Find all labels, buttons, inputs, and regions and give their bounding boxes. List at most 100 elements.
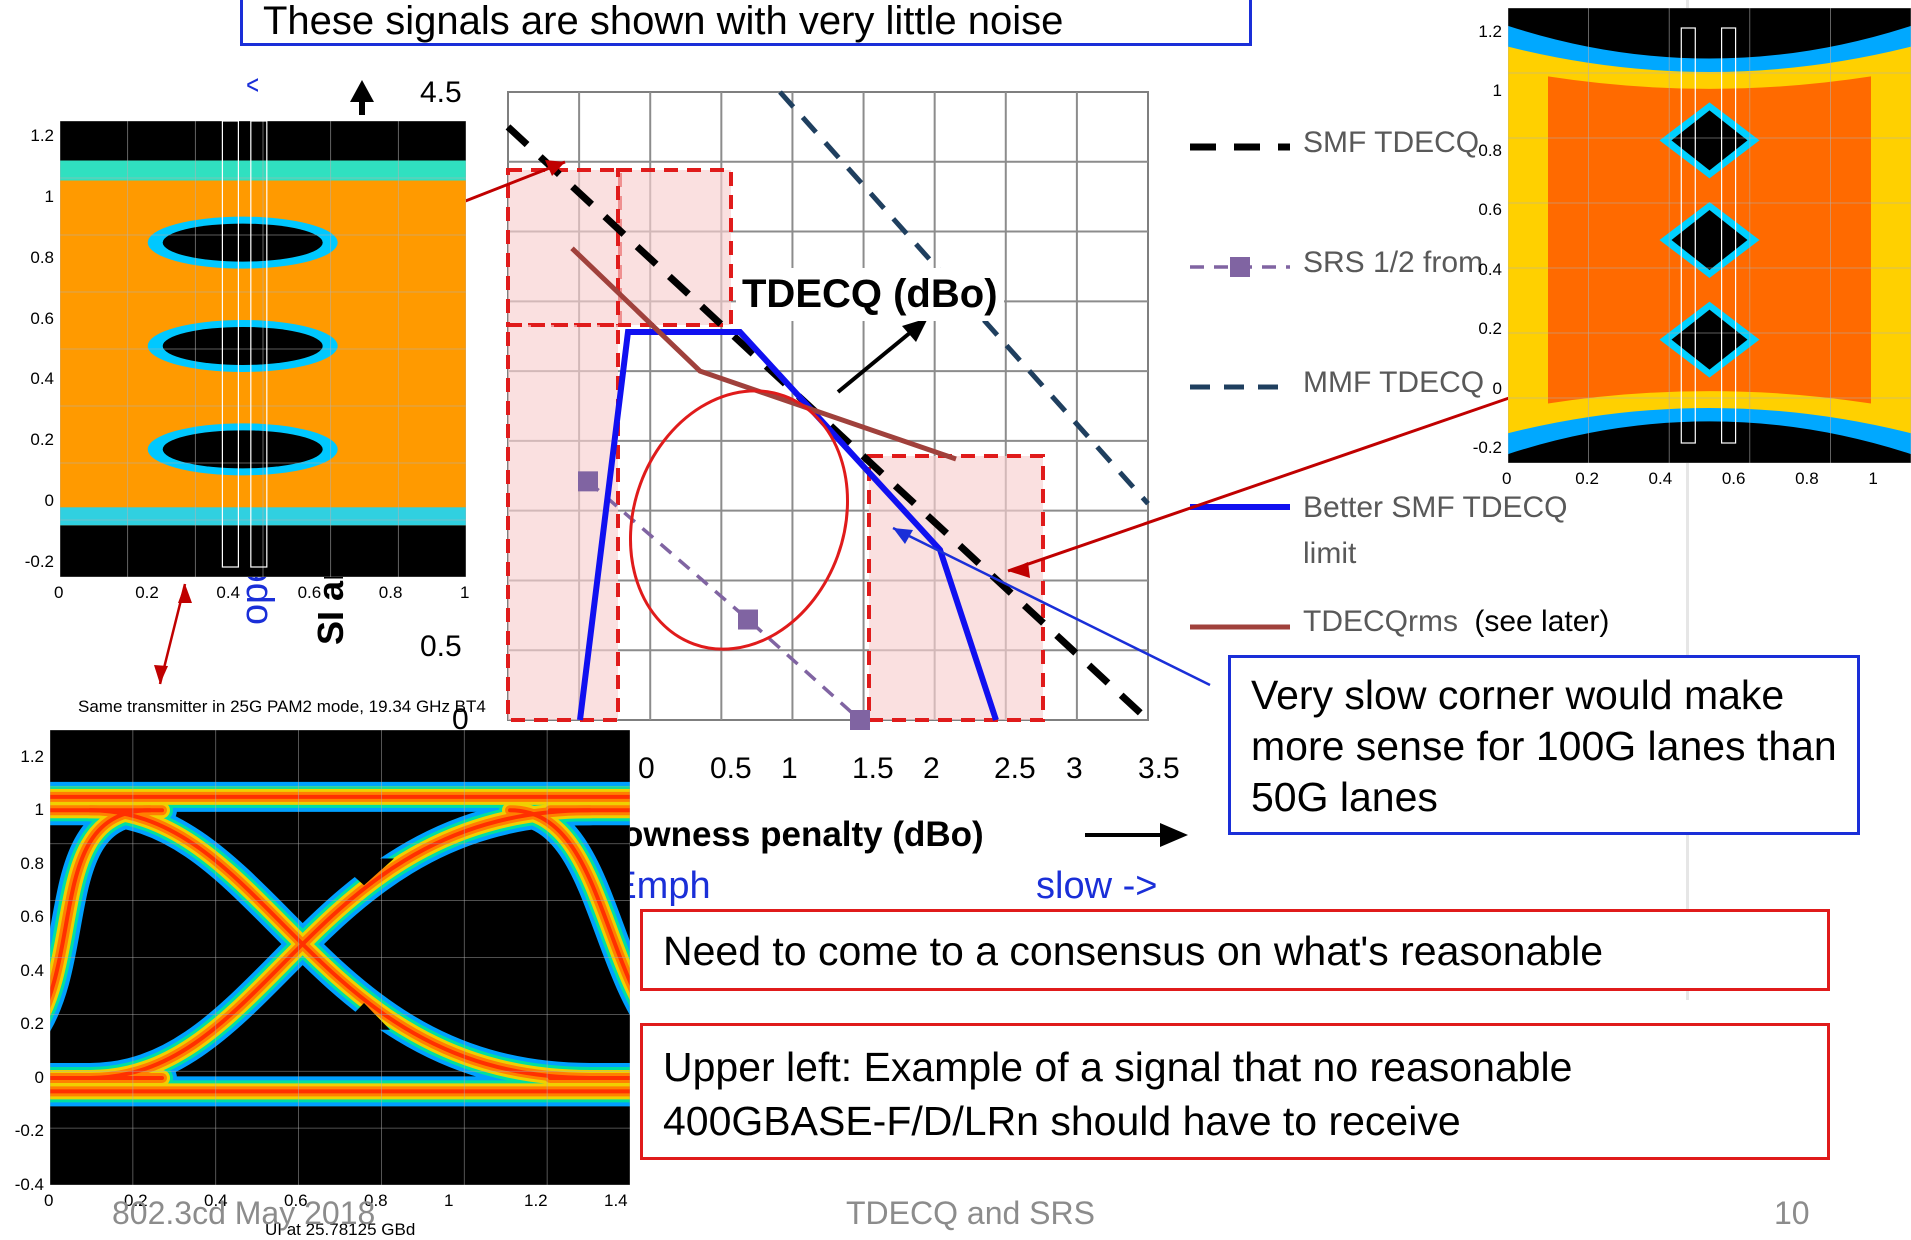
chart-series <box>505 90 1151 730</box>
eye-x-tick: 0.4 <box>204 1191 228 1210</box>
eye-left-caption: Same transmitter in 25G PAM2 mode, 19.34… <box>78 697 486 716</box>
eye-y-tick: 0.2 <box>30 430 54 450</box>
eye-y-tick: 1.2 <box>1478 21 1502 41</box>
legend-label-tdecqrms-extra: (see later) <box>1474 605 1610 638</box>
eye-mask-window <box>1720 27 1737 444</box>
x-hint-right: slow -> <box>1036 865 1158 907</box>
x-tick-label: 1.5 <box>852 752 894 785</box>
eye-trace <box>50 808 152 1001</box>
legend-label-mmf: MMF TDECQ <box>1303 366 1485 399</box>
series-line <box>577 329 999 721</box>
eye-x-tick: 0.6 <box>1721 469 1746 488</box>
eye-y-tick: 0.4 <box>30 369 54 389</box>
eye-traces <box>50 781 630 1107</box>
x-tick-label: 1 <box>781 752 798 785</box>
penalty-region-box <box>616 168 733 327</box>
eye-trace <box>75 795 605 1093</box>
eye-y-tick: 0.6 <box>30 308 54 328</box>
eye-diagram-bottom <box>50 730 630 1185</box>
eye-trace <box>79 799 601 1089</box>
legend-label-tdecqrms: TDECQrms (see later) <box>1303 605 1609 639</box>
eye-x-tick: 1.4 <box>604 1191 628 1210</box>
eye-mask-window <box>221 121 239 568</box>
eye-opening <box>1671 309 1748 370</box>
eye-x-tick: 1 <box>444 1191 454 1210</box>
eye-x-tick: 1 <box>1868 469 1878 488</box>
eye-y-tick: 0 <box>34 1067 44 1087</box>
legend-label-srs: SRS 1/2 from <box>1303 246 1484 279</box>
eye-y-tick: 0.6 <box>1478 200 1502 220</box>
y-tick-half: 0.5 <box>420 630 462 663</box>
eye-y-tick: 0.2 <box>1478 319 1502 339</box>
x-tick-label: 3.5 <box>1138 752 1180 785</box>
eye-y-tick: 0.2 <box>20 1014 44 1034</box>
eye-y-tick: 0 <box>44 491 54 510</box>
eye-x-tick: 0.2 <box>135 583 159 602</box>
x-tick-label: 0.5 <box>710 752 752 785</box>
legend-label-tdecqrms-name: TDECQrms <box>1303 605 1458 638</box>
eye-x-tick: 0 <box>1502 469 1512 488</box>
eye-opening <box>162 223 323 262</box>
footer-center: TDECQ and SRS <box>846 1195 1095 1231</box>
eye-x-tick: 0.8 <box>364 1191 388 1210</box>
consensus-note: Need to come to a consensus on what's re… <box>640 909 1830 991</box>
eye-opening <box>162 326 323 365</box>
legend-label-smf: SMF TDECQ <box>1303 126 1480 159</box>
eye-x-tick: 0.6 <box>297 583 322 602</box>
slide-divider <box>1686 0 1689 1000</box>
eye-x-tick: 0.8 <box>1795 469 1819 488</box>
eye-trace <box>82 802 598 1086</box>
eye-y-tick: -0.4 <box>14 1175 44 1194</box>
eye-y-tick: -0.2 <box>24 551 54 571</box>
eye-trace <box>82 802 598 1086</box>
eye-y-tick: 0.8 <box>1478 140 1502 160</box>
top-note: These signals are shown with very little… <box>240 0 1252 46</box>
eye-x-tick: 0 <box>54 583 64 602</box>
eye-y-tick: 0.8 <box>20 853 44 873</box>
x-tick-label: 3 <box>1066 752 1083 785</box>
eye-x-tick: 0.6 <box>284 1191 308 1210</box>
series-line <box>505 124 1151 723</box>
eye-x-tick: 0.4 <box>1648 469 1673 488</box>
footer-left: 802.3cd May 2018 <box>112 1195 376 1231</box>
eye-x-tick: 0 <box>44 1191 54 1210</box>
eye-mask-window <box>250 121 268 568</box>
series-point <box>578 471 598 492</box>
eye-y-tick: 0.8 <box>30 247 54 267</box>
eye-x-tick: 1 <box>460 583 470 602</box>
tdecq-callout: TDECQ (dBo) <box>736 268 1004 321</box>
slow-corner-note: Very slow corner would make more sense f… <box>1228 655 1860 835</box>
eye-trace <box>88 808 592 1080</box>
y-tick-zero: 0 <box>452 703 469 736</box>
eye-mask-window <box>1680 27 1696 444</box>
x-axis-label: owness penalty (dBo) <box>622 815 984 854</box>
eye-trace <box>505 805 630 994</box>
eye-x-tick: 0.2 <box>124 1191 148 1210</box>
eye-trace <box>85 805 595 1083</box>
eye-trace <box>508 808 630 987</box>
eye-trace <box>85 805 595 1083</box>
eye-x-tick: 1.2 <box>524 1191 548 1210</box>
legend-swatch-marker <box>1230 257 1250 277</box>
shaded-regions <box>506 168 1045 722</box>
eye-gap <box>338 1003 390 1030</box>
eye-y-tick: -0.2 <box>1472 438 1502 458</box>
annotation-arrows <box>154 80 1513 847</box>
eye-diagram-left <box>60 121 466 577</box>
legend-swatches <box>1190 143 1290 630</box>
y-tick-top: 4.5 <box>420 76 462 109</box>
upper-left-note: Upper left: Example of a signal that no … <box>640 1023 1830 1160</box>
eye-x-tick: 0.2 <box>1575 469 1599 488</box>
highlight-ellipse <box>628 389 850 651</box>
eye-y-tick: -0.2 <box>14 1121 44 1141</box>
eye-y-tick: 1.2 <box>20 746 44 766</box>
eye-x-tick: 0.8 <box>378 583 403 602</box>
eye-opening <box>1671 110 1748 171</box>
eye-gap <box>334 858 394 886</box>
eye-y-tick: 0.6 <box>20 907 44 927</box>
y-hint-top: ^ <box>242 77 276 93</box>
penalty-region-box <box>506 323 620 722</box>
eye-diagram-right <box>1508 8 1911 463</box>
x-tick-label: 2.5 <box>994 752 1036 785</box>
